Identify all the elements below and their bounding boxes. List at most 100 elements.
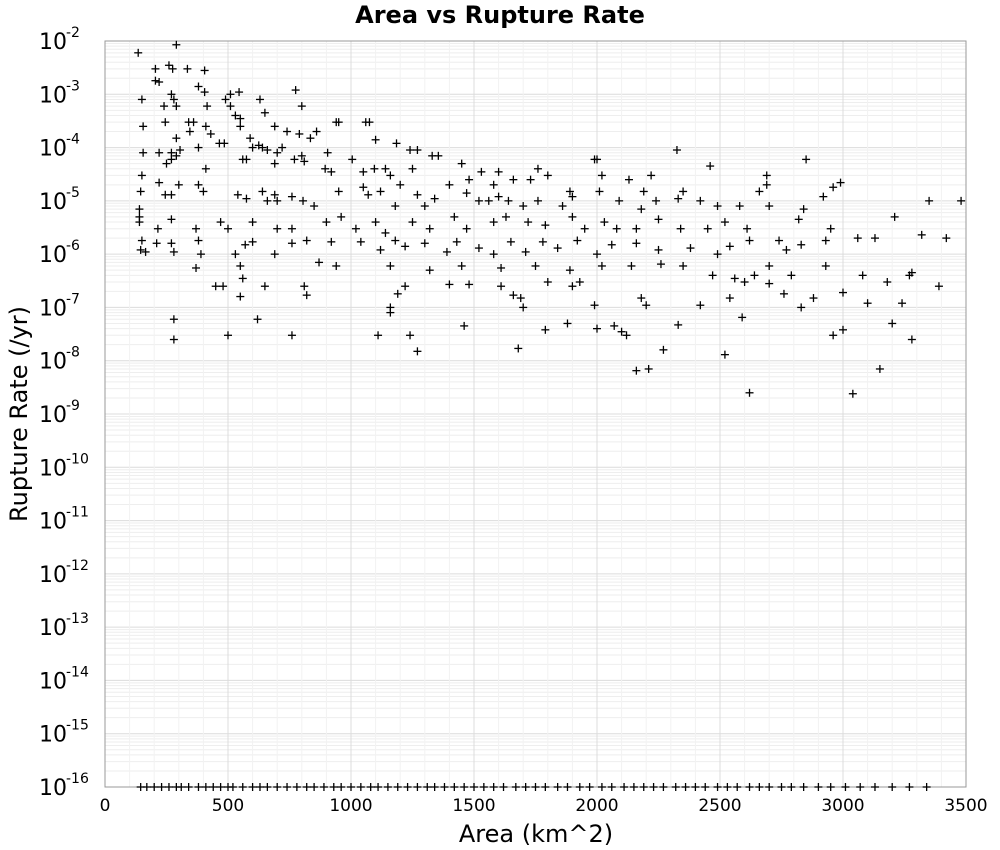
data-point: [348, 155, 357, 164]
data-point: [563, 783, 572, 791]
data-point: [553, 244, 562, 253]
y-tick-exponent: -11: [66, 505, 89, 521]
data-point: [231, 250, 240, 259]
data-point: [386, 303, 395, 312]
data-point: [762, 171, 771, 180]
data-point: [794, 215, 803, 224]
x-axis-label: Area (km^2): [459, 820, 613, 848]
y-tick-label: 10: [39, 403, 67, 428]
data-point: [595, 187, 604, 196]
data-point: [164, 61, 173, 70]
data-point: [172, 134, 181, 143]
data-point: [541, 325, 550, 334]
data-point: [135, 218, 144, 227]
data-point: [543, 171, 552, 180]
data-point: [194, 783, 203, 791]
data-point: [192, 224, 201, 233]
data-point: [541, 783, 550, 791]
data-point: [642, 301, 651, 310]
data-point: [383, 783, 392, 791]
data-point: [511, 783, 520, 791]
data-point: [723, 783, 732, 791]
data-point: [221, 95, 230, 104]
y-tick-label: 10: [39, 563, 67, 588]
data-point: [430, 783, 439, 791]
data-point: [679, 261, 688, 270]
data-point: [654, 215, 663, 224]
data-point: [228, 783, 237, 791]
data-point: [809, 294, 818, 303]
data-point: [637, 205, 646, 214]
data-point: [374, 331, 383, 340]
data-point: [624, 175, 633, 184]
data-point: [839, 288, 847, 297]
data-point: [406, 331, 415, 340]
data-point: [622, 331, 631, 340]
data-point: [883, 278, 892, 287]
data-point: [888, 783, 897, 791]
data-point: [681, 783, 690, 791]
data-point: [848, 389, 857, 398]
data-point: [514, 344, 523, 353]
data-point: [434, 151, 443, 160]
x-tick-label: 3000: [821, 796, 864, 816]
data-point: [639, 187, 648, 196]
y-tick-label: 10: [39, 510, 67, 535]
data-point: [755, 187, 764, 196]
data-point: [238, 783, 247, 791]
data-point: [898, 299, 907, 308]
data-point: [826, 783, 835, 791]
data-point: [164, 783, 173, 791]
data-point: [708, 271, 717, 280]
data-point: [519, 303, 528, 312]
data-point: [273, 783, 282, 791]
y-tick-label: 10: [39, 669, 67, 694]
data-point: [639, 783, 648, 791]
data-point: [141, 247, 150, 256]
y-tick-label: 10: [39, 776, 67, 801]
y-tick-label: 10: [39, 243, 67, 268]
data-point: [142, 783, 151, 791]
data-point: [457, 261, 466, 270]
data-point: [238, 274, 247, 283]
data-point: [139, 148, 148, 157]
data-point: [381, 228, 390, 237]
data-point: [519, 202, 528, 211]
data-point: [370, 164, 379, 173]
data-point: [799, 205, 808, 214]
data-point: [479, 783, 488, 791]
data-point: [136, 187, 145, 196]
data-point: [762, 180, 771, 189]
data-point: [263, 146, 272, 155]
data-point: [359, 167, 368, 176]
x-tick-label: 2500: [698, 796, 741, 816]
data-point: [386, 261, 395, 270]
data-point: [568, 212, 577, 221]
data-point: [287, 331, 296, 340]
data-point: [531, 261, 540, 270]
data-points: [134, 40, 966, 791]
data-point: [676, 224, 685, 233]
data-point: [169, 335, 178, 344]
data-point: [765, 202, 774, 211]
data-point: [725, 294, 734, 303]
data-point: [593, 250, 601, 259]
data-point: [406, 146, 415, 155]
data-point: [413, 783, 422, 791]
data-point: [185, 127, 194, 136]
data-point: [391, 202, 400, 211]
data-point: [580, 224, 589, 233]
data-point: [302, 291, 311, 300]
y-tick-exponent: -14: [66, 664, 89, 680]
data-point: [236, 114, 245, 123]
data-point: [199, 187, 208, 196]
data-point: [703, 224, 712, 233]
data-point: [374, 783, 383, 791]
data-point: [632, 239, 641, 248]
data-point: [568, 192, 577, 201]
data-point: [273, 196, 282, 205]
data-point: [465, 175, 474, 184]
data-point: [270, 122, 279, 131]
